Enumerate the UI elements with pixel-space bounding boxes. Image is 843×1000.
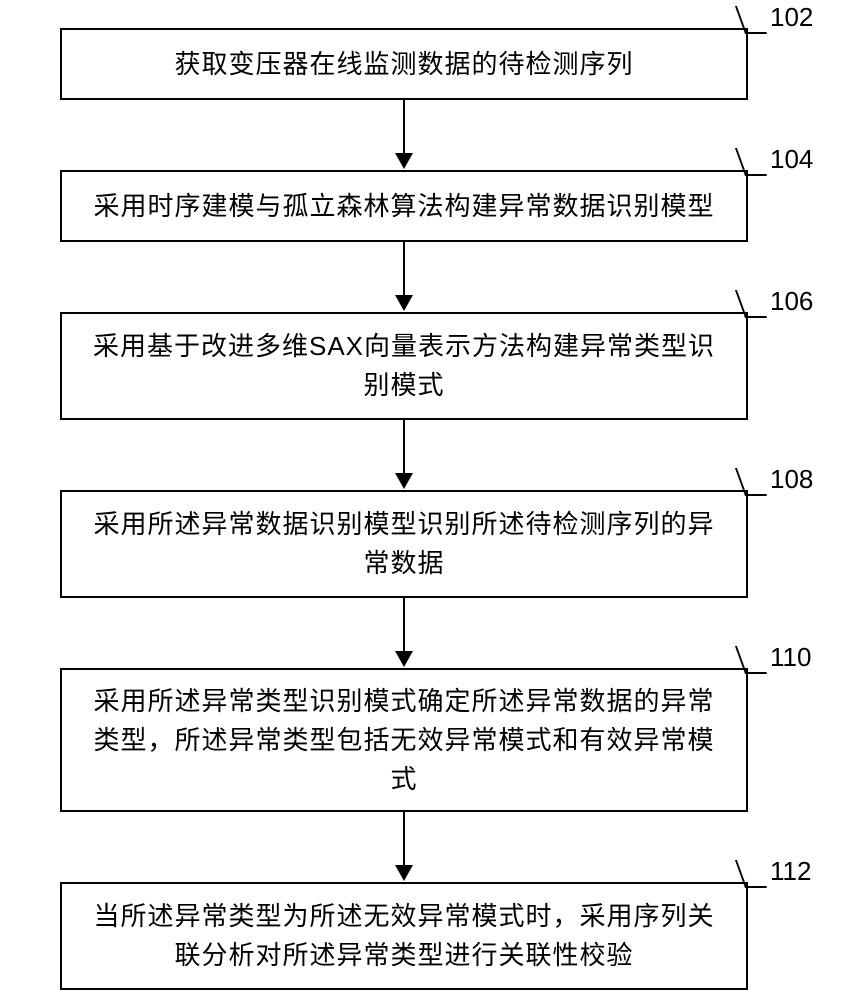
flowchart-node-106: 采用基于改进多维SAX向量表示方法构建异常类型识别模式	[60, 312, 748, 420]
flowchart-container: 获取变压器在线监测数据的待检测序列 102 采用时序建模与孤立森林算法构建异常数…	[0, 0, 843, 1000]
flowchart-node-110: 采用所述异常类型识别模式确定所述异常数据的异常类型，所述异常类型包括无效异常模式…	[60, 668, 748, 812]
node-label-108: 108	[770, 464, 813, 495]
node-label-110: 110	[770, 642, 811, 673]
flowchart-node-112: 当所述异常类型为所述无效异常模式时，采用序列关联分析对所述异常类型进行关联性校验	[60, 882, 748, 990]
flowchart-node-108: 采用所述异常数据识别模型识别所述待检测序列的异常数据	[60, 490, 748, 598]
arrow	[395, 100, 413, 169]
node-text: 获取变压器在线监测数据的待检测序列	[174, 45, 633, 84]
node-text: 采用时序建模与孤立森林算法构建异常数据识别模型	[93, 187, 714, 226]
node-text: 采用基于改进多维SAX向量表示方法构建异常类型识别模式	[82, 327, 726, 405]
node-text: 当所述异常类型为所述无效异常模式时，采用序列关联分析对所述异常类型进行关联性校验	[82, 897, 726, 975]
node-text: 采用所述异常数据识别模型识别所述待检测序列的异常数据	[82, 505, 726, 583]
node-label-104: 104	[770, 144, 813, 175]
arrow	[395, 242, 413, 311]
flowchart-node-104: 采用时序建模与孤立森林算法构建异常数据识别模型	[60, 170, 748, 242]
flowchart-node-102: 获取变压器在线监测数据的待检测序列	[60, 28, 748, 100]
arrow	[395, 812, 413, 881]
arrow	[395, 598, 413, 667]
node-text: 采用所述异常类型识别模式确定所述异常数据的异常类型，所述异常类型包括无效异常模式…	[82, 682, 726, 799]
node-label-106: 106	[770, 286, 813, 317]
arrow	[395, 420, 413, 489]
node-label-112: 112	[770, 856, 811, 887]
node-label-102: 102	[770, 2, 813, 33]
